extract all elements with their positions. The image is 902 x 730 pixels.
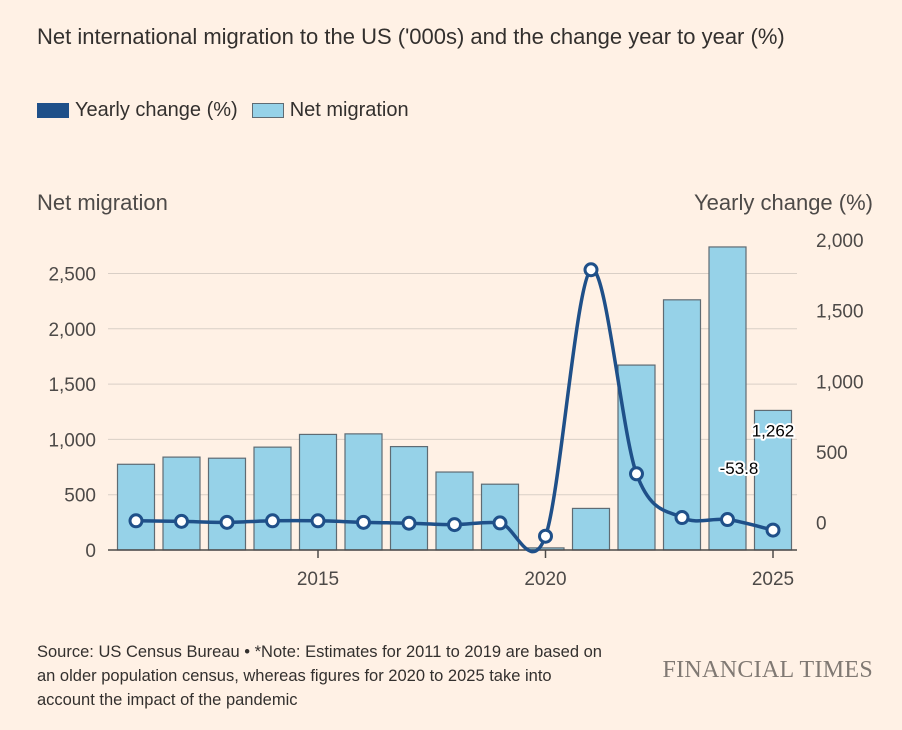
annotation-label-0: 1,262 xyxy=(752,421,795,440)
x-tick-label-2015: 2015 xyxy=(297,569,339,590)
legend-item-net-migration: Net migration xyxy=(251,99,409,122)
legend-label-yearly-change: Yearly change (%) xyxy=(75,99,238,121)
ft-brand-logo: FINANCIAL TIMES xyxy=(662,657,873,683)
point-2021 xyxy=(583,262,599,278)
point-2017 xyxy=(401,515,417,531)
bar-series xyxy=(116,246,793,551)
left-tick-label-2: 1,000 xyxy=(48,430,96,451)
right-tick-label-0: 0 xyxy=(816,514,827,535)
point-2022 xyxy=(629,466,644,482)
bar-2015 xyxy=(298,433,338,551)
point-2013 xyxy=(219,514,235,530)
point-2011 xyxy=(128,513,144,529)
chart-title: Net international migration to the US ('… xyxy=(37,24,785,49)
point-2019 xyxy=(492,515,508,531)
right-axis-title: Yearly change (%) xyxy=(694,190,873,215)
bar-2013 xyxy=(207,457,247,551)
x-axis-ticks: 2015 2020 2025 xyxy=(297,550,794,590)
line-points xyxy=(128,262,781,544)
bar-2016 xyxy=(344,433,383,551)
bar-2021 xyxy=(571,507,611,551)
right-tick-label-3: 1,500 xyxy=(816,302,864,323)
point-2012 xyxy=(174,513,189,529)
left-tick-label-4: 2,000 xyxy=(48,320,96,341)
bar-2017 xyxy=(389,445,429,551)
point-2023 xyxy=(674,510,690,526)
left-axis-title: Net migration xyxy=(37,190,168,215)
left-tick-label-0: 0 xyxy=(85,541,96,562)
source-note: Source: US Census Bureau • *Note: Estima… xyxy=(37,643,602,709)
legend-item-yearly-change: Yearly change (%) xyxy=(37,99,238,122)
point-2016 xyxy=(356,514,371,530)
point-2020 xyxy=(538,528,553,544)
point-2018 xyxy=(447,517,462,533)
bar-2018 xyxy=(435,471,474,551)
legend: Yearly change (%) Net migration xyxy=(37,99,423,122)
point-2014 xyxy=(265,513,280,529)
x-tick-label-2020: 2020 xyxy=(524,569,566,590)
bar-2011 xyxy=(116,463,156,551)
point-2024 xyxy=(720,512,735,528)
bar-2012 xyxy=(162,456,201,551)
right-tick-label-1: 500 xyxy=(816,443,848,464)
bar-2014 xyxy=(253,446,292,551)
left-tick-label-5: 2,500 xyxy=(48,265,96,286)
bar-2024 xyxy=(708,246,747,551)
right-tick-label-4: 2,000 xyxy=(816,231,864,252)
right-tick-label-2: 1,000 xyxy=(816,372,864,393)
x-tick-label-2025: 2025 xyxy=(752,569,794,590)
left-axis-ticks: 0 500 1,000 1,500 2,000 2,500 xyxy=(48,265,96,563)
legend-swatch-line xyxy=(37,103,69,118)
left-tick-label-3: 1,500 xyxy=(48,375,96,396)
legend-swatch-bar xyxy=(251,103,284,118)
annotations: 1,262 -53.8 xyxy=(718,419,797,480)
bar-2022 xyxy=(617,364,656,551)
annotation-label-1: -53.8 xyxy=(720,459,759,478)
legend-label-net-migration: Net migration xyxy=(289,99,409,121)
point-2015 xyxy=(310,513,326,529)
right-axis-ticks: 0 500 1,000 1,500 2,000 xyxy=(816,231,864,534)
point-2025 xyxy=(765,522,781,538)
left-tick-label-1: 500 xyxy=(64,486,96,507)
